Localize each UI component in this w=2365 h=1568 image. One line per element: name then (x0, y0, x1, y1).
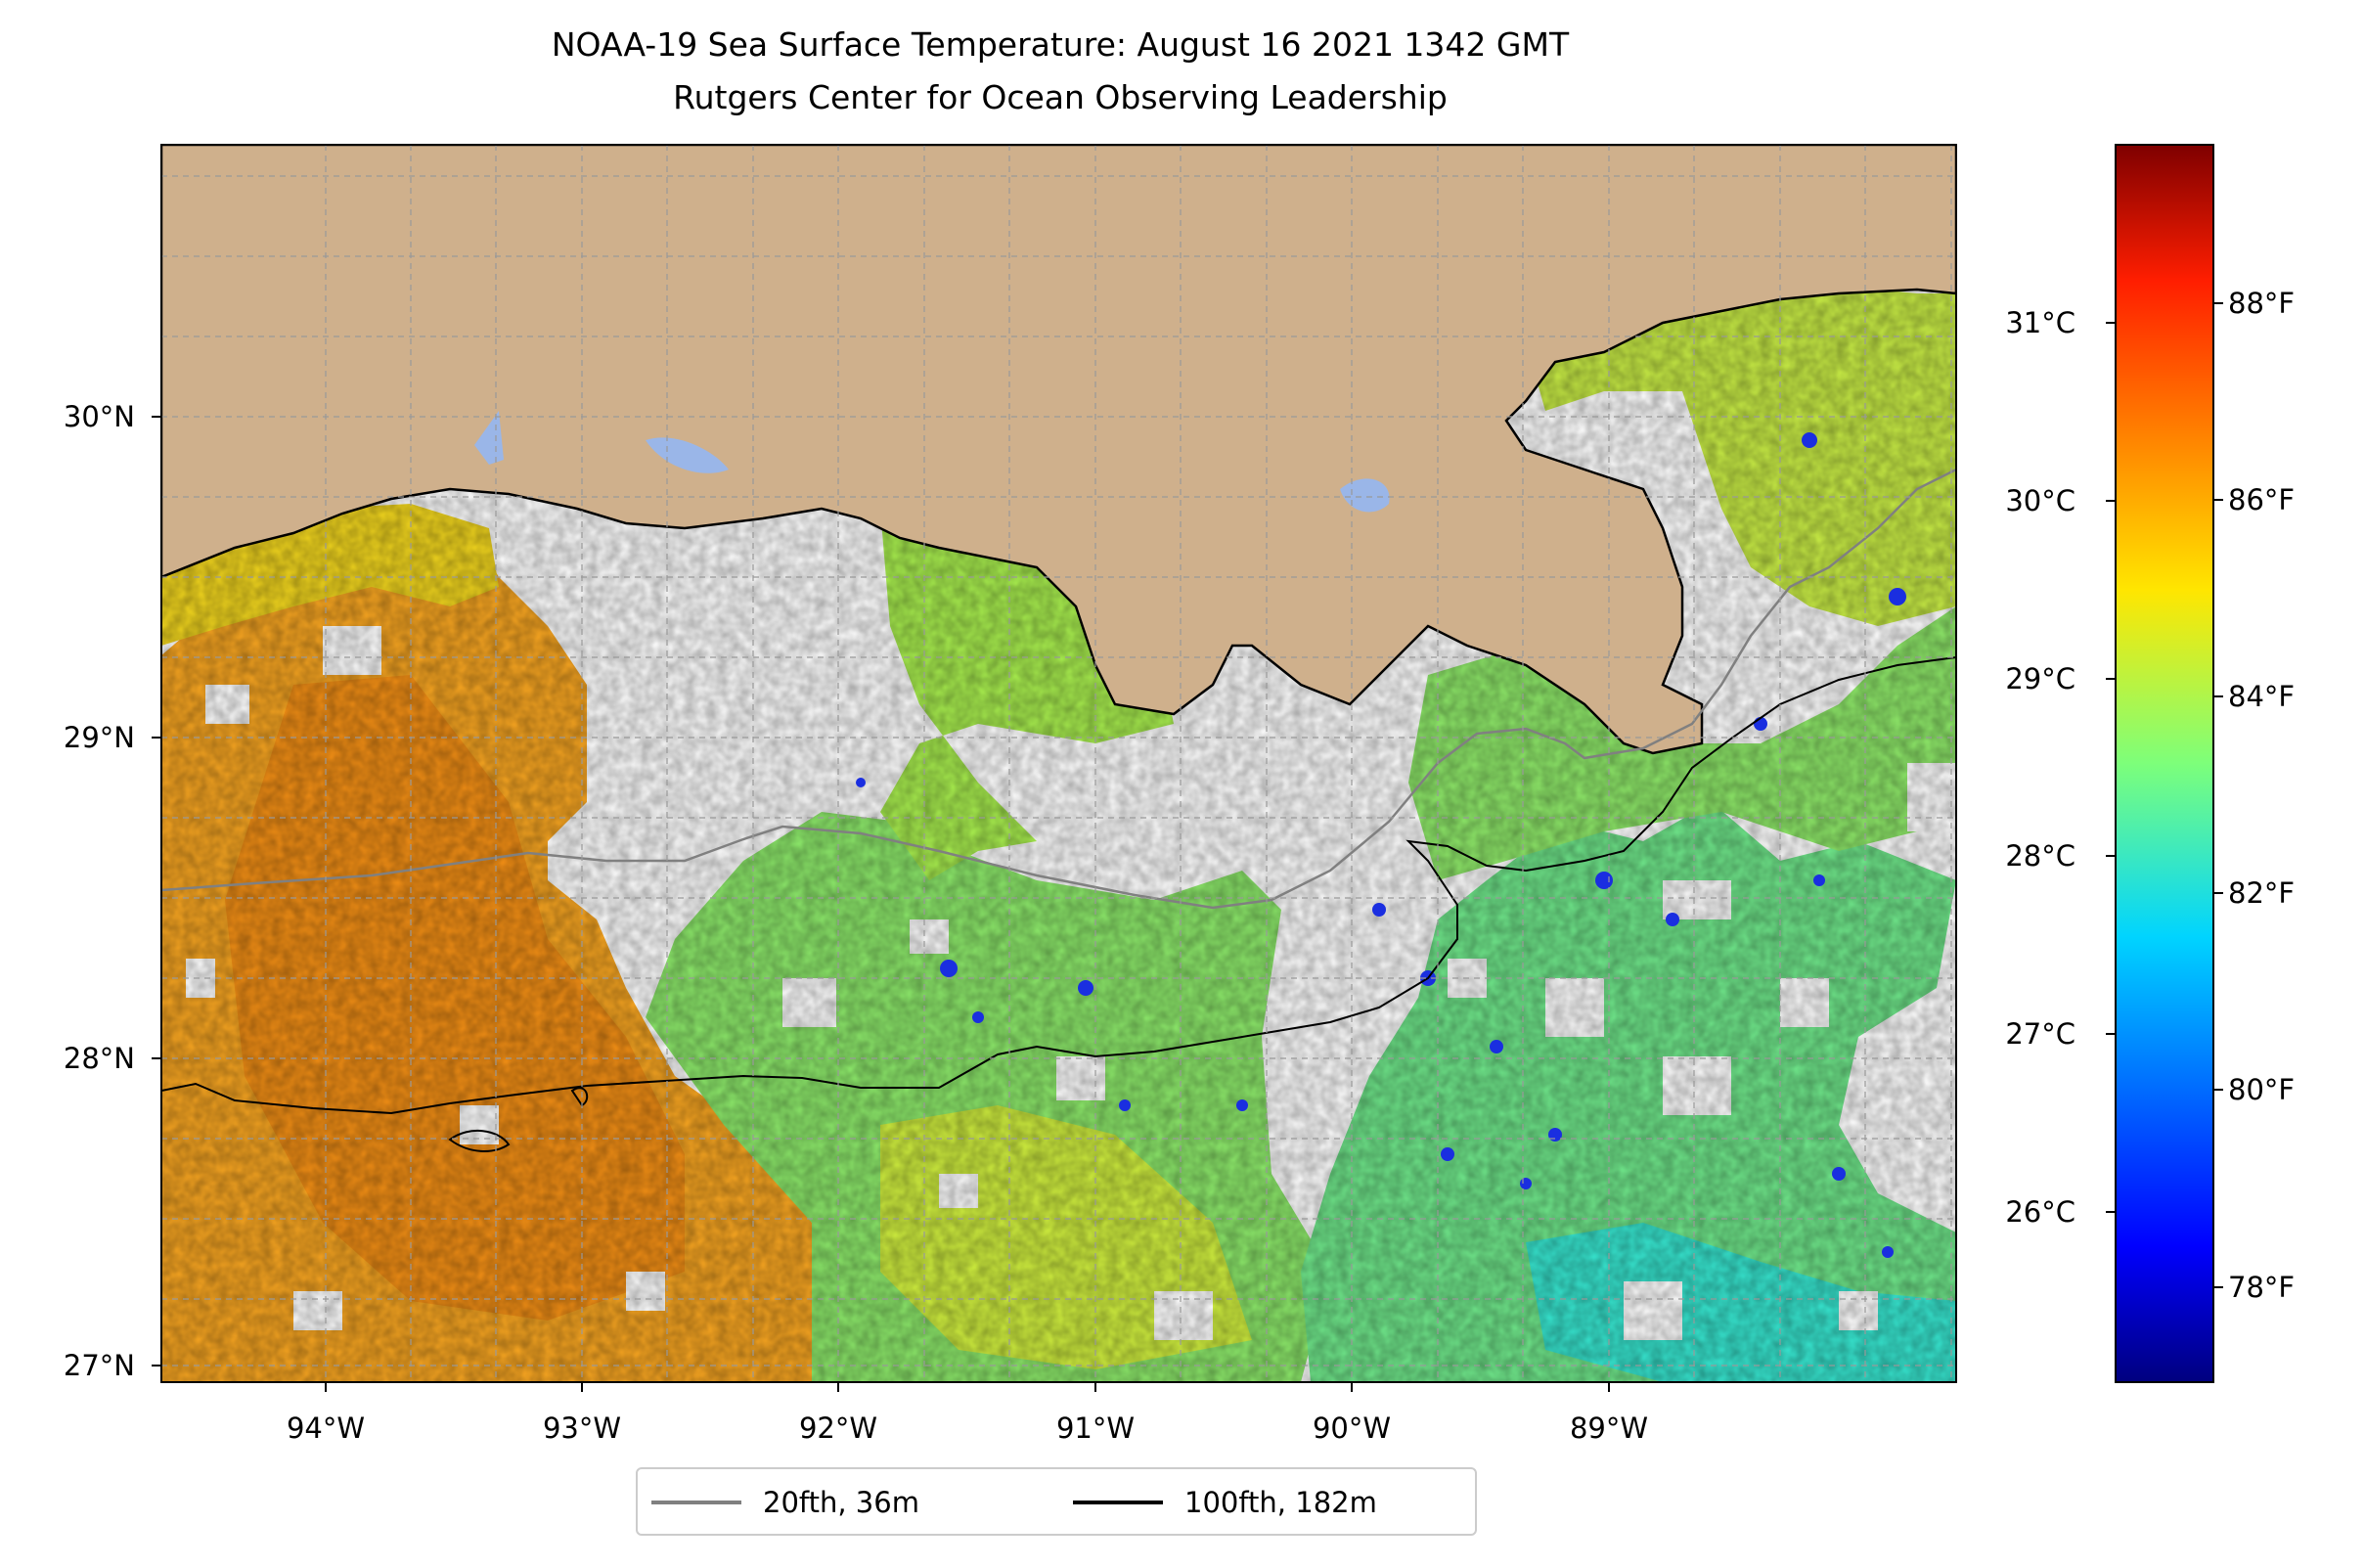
colorbar-f-label: 84°F (2228, 680, 2296, 713)
colorbar-f-label: 80°F (2228, 1073, 2296, 1106)
lon-label-92: 92°W (798, 1411, 878, 1445)
map-subtitle: Rutgers Center for Ocean Observing Leade… (673, 78, 1448, 116)
grid (161, 145, 1956, 1382)
colorbar-f-label: 88°F (2228, 287, 2296, 320)
colorbar-c-label: 29°C (2005, 662, 2075, 695)
legend-item-20fth: 20fth, 36m (651, 1485, 919, 1520)
lon-label-89: 89°W (1569, 1411, 1649, 1445)
lon-label-90: 90°W (1312, 1411, 1392, 1445)
colorbar-ticks (2106, 302, 2223, 1288)
legend-item-100fth: 100fth, 182m (1073, 1485, 1377, 1520)
legend-swatch-black (1073, 1501, 1163, 1504)
map-frame (160, 144, 1957, 1383)
lake-white (646, 437, 729, 473)
lat-label-30: 30°N (63, 400, 135, 433)
legend-label: 20fth, 36m (763, 1486, 919, 1519)
map-title: NOAA-19 Sea Surface Temperature: August … (551, 25, 1570, 64)
land (161, 145, 1956, 755)
isobath-100fth (161, 656, 1956, 1115)
map-area (161, 145, 1956, 1382)
lat-label-29: 29°N (63, 721, 135, 754)
lon-label-91: 91°W (1055, 1411, 1136, 1445)
lat-label-27: 27°N (63, 1349, 135, 1382)
legend-label: 100fth, 182m (1184, 1486, 1377, 1519)
colorbar-f-label: 82°F (2228, 876, 2296, 910)
ticks (152, 416, 1610, 1392)
lake-maurepas (1340, 478, 1390, 513)
colorbar-c-label: 28°C (2005, 839, 2075, 873)
colorbar-c-label: 31°C (2005, 306, 2075, 339)
colorbar-c-label: 27°C (2005, 1017, 2075, 1051)
colorbar (2115, 144, 2214, 1383)
colorbar-c-label: 26°C (2005, 1195, 2075, 1229)
isobath-20fth (161, 468, 1956, 910)
lon-label-94: 94°W (286, 1411, 366, 1445)
colorbar-f-label: 86°F (2228, 483, 2296, 516)
isobath-legend: 20fth, 36m 100fth, 182m (636, 1467, 1477, 1536)
colorbar-f-label: 78°F (2228, 1271, 2296, 1304)
lat-label-28: 28°N (63, 1042, 135, 1075)
legend-swatch-gray (651, 1501, 741, 1504)
colorbar-c-label: 30°C (2005, 484, 2075, 517)
lon-label-93: 93°W (542, 1411, 622, 1445)
